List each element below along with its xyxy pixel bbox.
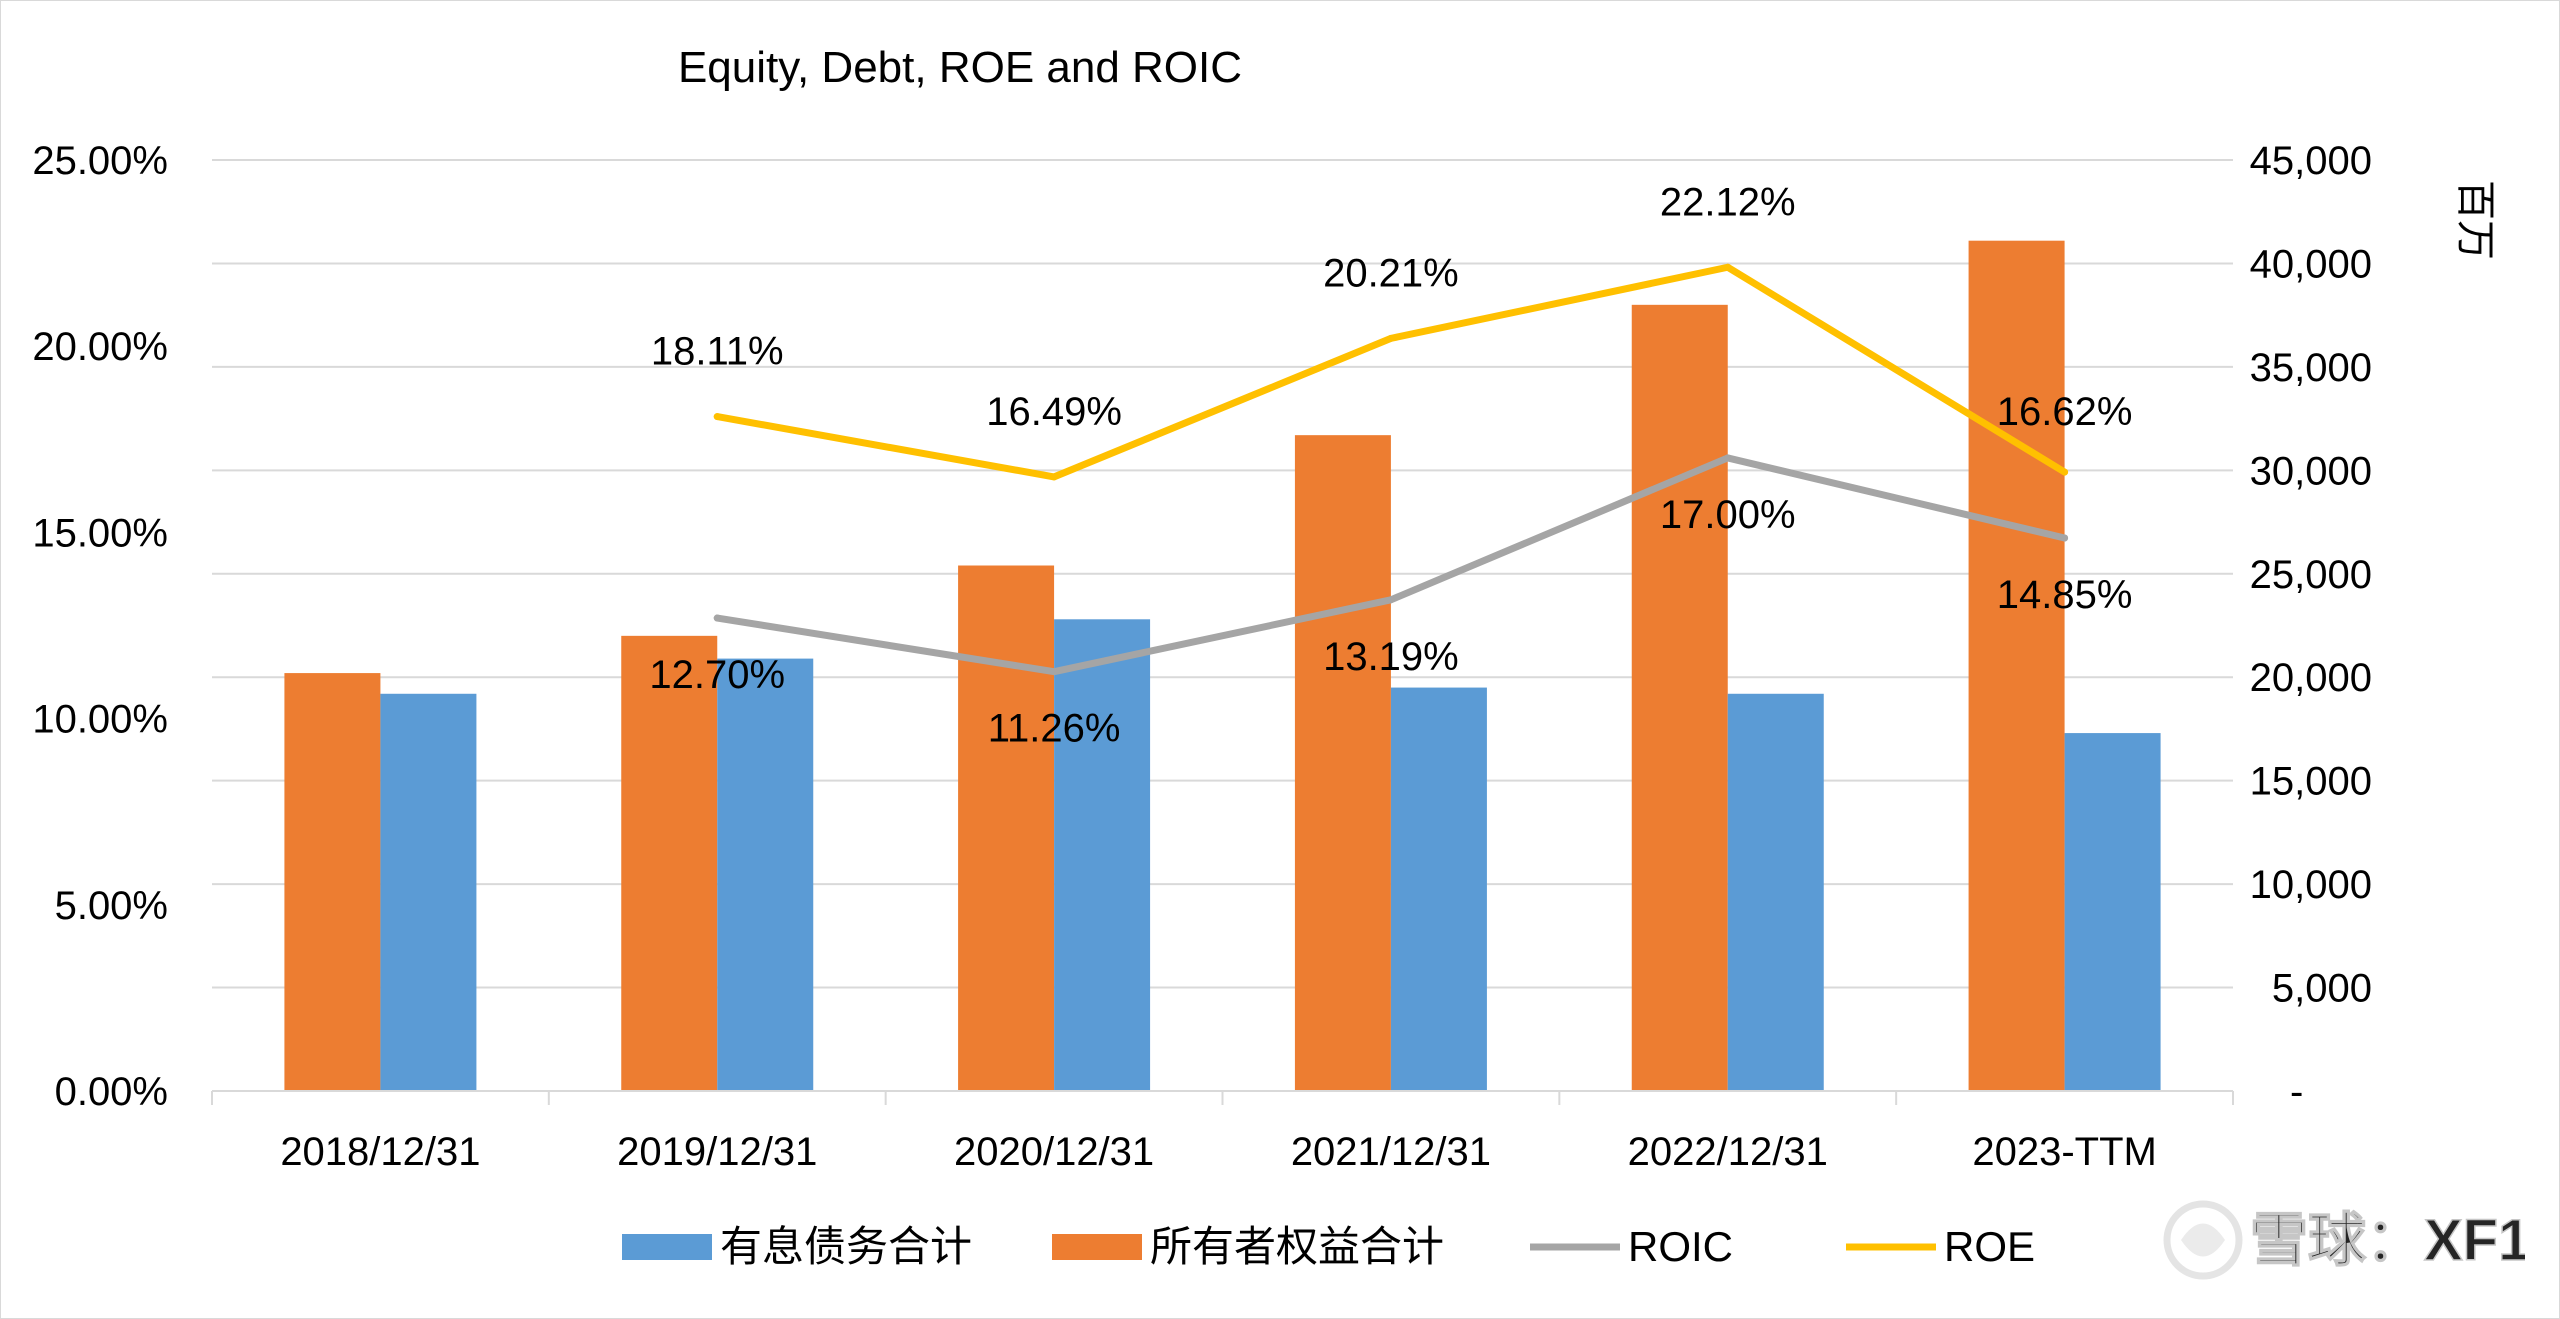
roe-data-label: 18.11%: [651, 330, 784, 374]
legend-label: 有息债务合计: [720, 1223, 972, 1270]
roic-point: [1724, 454, 1732, 462]
category-label: 2022/12/31: [1628, 1130, 1828, 1174]
equity-bar: [1968, 240, 2065, 1092]
left-tick-label: 5.00%: [55, 884, 168, 928]
category-label: 2018/12/31: [280, 1130, 480, 1174]
roic-data-label: 12.70%: [649, 653, 785, 697]
debt-bar: [1054, 619, 1151, 1091]
left-tick-label: 15.00%: [32, 511, 168, 555]
equity-bar: [958, 565, 1055, 1091]
roe-data-label: 20.21%: [1323, 251, 1459, 295]
equity-bar: [1294, 435, 1391, 1091]
data-labels: 12.70% 11.26% 13.19% 17.00% 14.85% 18.11% 16.4…: [649, 180, 2132, 750]
left-axis-ticks: 0.00% 5.00% 10.00% 15.00% 20.00% 25.00%: [32, 139, 168, 1114]
roic-data-label: 11.26%: [988, 707, 1121, 751]
right-axis-label: 百万: [2453, 180, 2497, 260]
right-axis-ticks: - 5,000 10,000 15,000 20,000 25,000 30,000 35,0…: [2250, 139, 2372, 1114]
snowball-logo-icon: [2163, 1200, 2243, 1280]
watermark: 雪球：XF10000: [2163, 1200, 2525, 1280]
left-tick-label: 25.00%: [32, 139, 168, 183]
legend-label: 所有者权益合计: [1150, 1223, 1444, 1270]
line-series: [713, 263, 2069, 676]
right-tick-label: 40,000: [2250, 242, 2372, 286]
debt-bar: [2064, 733, 2161, 1091]
left-tick-label: 0.00%: [55, 1070, 168, 1114]
chart-title: Equity, Debt, ROE and ROIC: [678, 43, 1242, 92]
roic-data-label: 17.00%: [1660, 493, 1796, 537]
roic-data-label: 14.85%: [1997, 573, 2133, 617]
debt-bar: [1390, 687, 1487, 1091]
right-tick-label: 5,000: [2272, 967, 2372, 1011]
roe-point: [1050, 473, 1058, 481]
right-tick-label: -: [2290, 1070, 2303, 1114]
bars: [284, 240, 2161, 1092]
watermark-text: 雪球：XF10000: [2250, 1208, 2525, 1273]
roe-data-label: 16.62%: [1997, 390, 2133, 434]
equity-bar: [621, 635, 718, 1091]
category-label: 2023-TTM: [1972, 1130, 2157, 1174]
roe-point: [2061, 468, 2069, 476]
roic-point: [1050, 668, 1058, 676]
right-tick-label: 10,000: [2250, 863, 2372, 907]
right-tick-label: 15,000: [2250, 760, 2372, 804]
legend-swatch: [622, 1234, 712, 1260]
legend-swatch: [1052, 1234, 1142, 1260]
axes: [211, 1090, 2234, 1105]
roic-point: [713, 614, 721, 622]
roe-data-label: 22.12%: [1660, 180, 1796, 224]
right-tick-label: 30,000: [2250, 449, 2372, 493]
roe-data-label: 16.49%: [986, 390, 1122, 434]
legend-label: ROIC: [1628, 1223, 1733, 1270]
roe-point: [713, 413, 721, 421]
equity-bar: [284, 673, 381, 1091]
left-tick-label: 10.00%: [32, 698, 168, 742]
equity-bar: [1631, 304, 1728, 1091]
roe-point: [1724, 263, 1732, 271]
right-tick-label: 45,000: [2250, 139, 2372, 183]
left-tick-label: 20.00%: [32, 325, 168, 369]
roic-data-label: 13.19%: [1323, 635, 1459, 679]
roe-point: [1387, 334, 1395, 342]
category-label: 2020/12/31: [954, 1130, 1154, 1174]
roic-point: [2061, 534, 2069, 542]
legend: 有息债务合计 所有者权益合计 ROIC ROE: [622, 1223, 2035, 1270]
gridlines: [212, 159, 2233, 989]
debt-bar: [380, 693, 477, 1091]
roic-point: [1387, 596, 1395, 604]
debt-bar: [717, 658, 814, 1091]
right-tick-label: 25,000: [2250, 553, 2372, 597]
right-tick-label: 20,000: [2250, 656, 2372, 700]
legend-label: ROE: [1944, 1223, 2035, 1270]
category-label: 2021/12/31: [1291, 1130, 1491, 1174]
debt-bar: [1727, 693, 1824, 1091]
category-label: 2019/12/31: [617, 1130, 817, 1174]
right-tick-label: 35,000: [2250, 346, 2372, 390]
category-axis-labels: 2018/12/31 2019/12/31 2020/12/31 2021/12/31…: [280, 1130, 2157, 1174]
